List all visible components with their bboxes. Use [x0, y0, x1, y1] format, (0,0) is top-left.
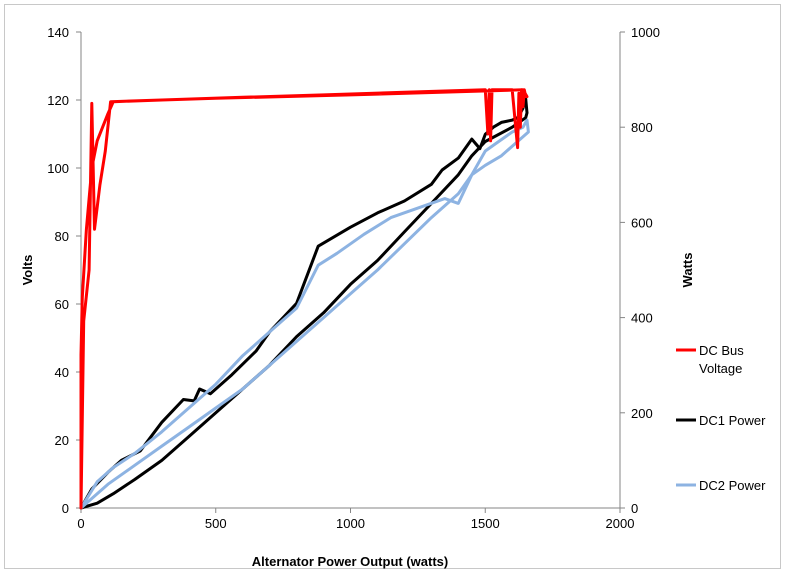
y2-tick-label: 800 [631, 120, 653, 135]
y2-tick-label: 200 [631, 406, 653, 421]
y-tick-label: 0 [62, 501, 69, 516]
x-tick-label: 500 [205, 516, 227, 531]
y-axis-title: Volts [20, 255, 35, 286]
legend: DC Bus Voltage DC1 Power DC2 Power [676, 343, 766, 493]
x-tick-label: 0 [77, 516, 84, 531]
y-tick-label: 20 [55, 433, 69, 448]
x-axis-title: Alternator Power Output (watts) [252, 554, 448, 569]
axes [76, 31, 625, 513]
series-line-dc1-power [79, 97, 529, 510]
y-tick-label: 100 [47, 161, 69, 176]
y2-tick-label: 400 [631, 311, 653, 326]
legend-label-dc1-power: DC1 Power [699, 413, 766, 428]
series-layer [79, 88, 530, 510]
y-tick-label: 120 [47, 93, 69, 108]
chart-frame [4, 4, 781, 569]
legend-label-dc2-power: DC2 Power [699, 478, 766, 493]
tick-labels: 0 500 1000 1500 2000020406080100120140020040… [47, 25, 660, 531]
series-line-dc-bus-voltage [79, 88, 529, 510]
y-tick-label: 40 [55, 365, 69, 380]
y2-tick-label: 1000 [631, 25, 660, 40]
x-tick-label: 1000 [336, 516, 365, 531]
y2-axis-title: Watts [680, 253, 695, 288]
series-line-dc2-power [79, 118, 530, 510]
x-tick-label: 2000 [606, 516, 635, 531]
x-tick-label: 1500 [471, 516, 500, 531]
y2-tick-label: 600 [631, 215, 653, 230]
legend-label-dc-bus-voltage: DC Bus Voltage [699, 343, 744, 376]
y2-tick-label: 0 [631, 501, 638, 516]
y-tick-label: 140 [47, 25, 69, 40]
y-tick-label: 60 [55, 297, 69, 312]
y-tick-label: 80 [55, 229, 69, 244]
